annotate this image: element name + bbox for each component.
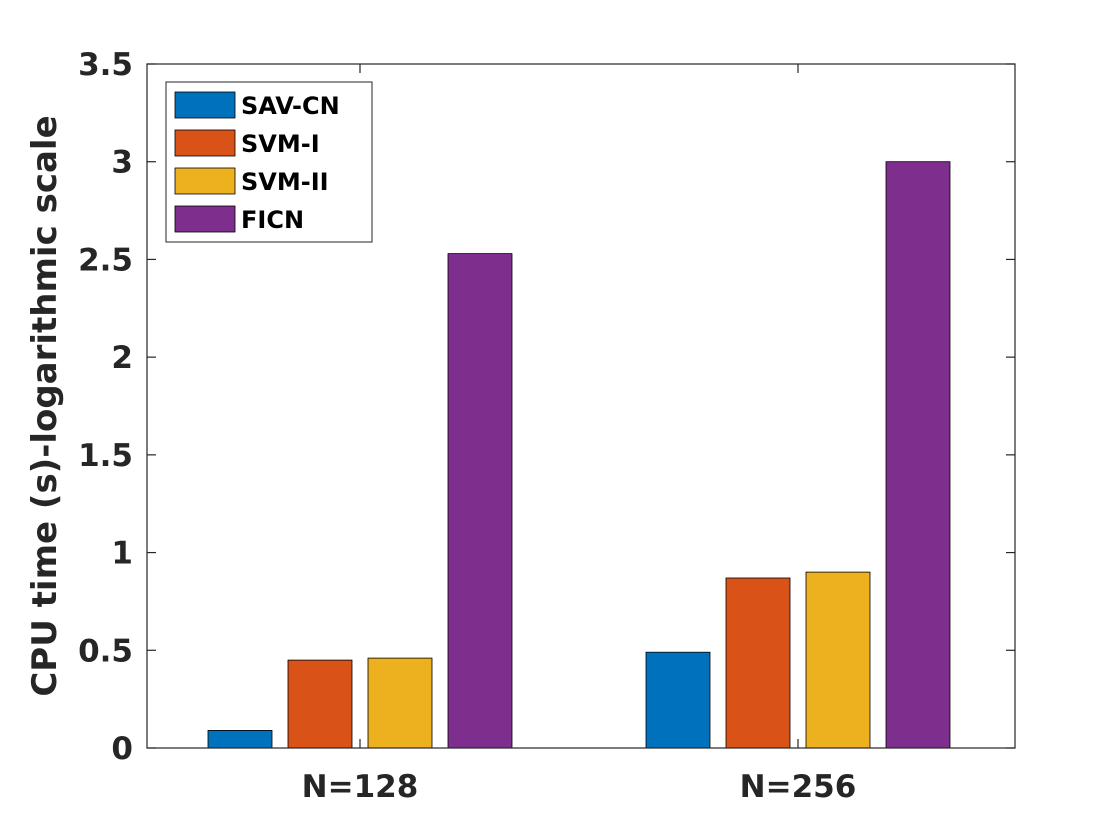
- y-tick-label: 2: [111, 340, 133, 376]
- bars-group: [207, 161, 951, 749]
- legend-swatch-svm-i: [174, 129, 236, 157]
- legend-swatch-svm-ii: [174, 167, 236, 195]
- x-tick-labels: N=128 N=256: [302, 769, 857, 805]
- legend-label-svm-i: SVM-I: [241, 130, 320, 158]
- legend-label-sav-cn: SAV-CN: [241, 92, 340, 120]
- y-tick-label: 2.5: [78, 242, 133, 278]
- plot-frame: [146, 63, 1016, 749]
- legend-label-ficn: FICN: [241, 206, 304, 234]
- bar-ficn-n128: [447, 253, 513, 749]
- legend: SAV-CN SVM-I SVM-II FICN: [165, 81, 373, 243]
- legend-swatch-sav-cn: [174, 91, 236, 119]
- y-tick-label: 0: [111, 731, 133, 767]
- x-tick-label: N=128: [302, 769, 419, 805]
- bar-sav-cn-n128: [207, 730, 273, 749]
- y-tick-label: 1.5: [78, 438, 133, 474]
- y-tick-label: 3: [111, 145, 133, 181]
- y-tick-label: 1: [111, 536, 133, 572]
- y-axis-label: CPU time (s)-logarithmic scale: [25, 115, 65, 696]
- bar-svm-ii-n256: [805, 571, 871, 749]
- bar-svm-ii-n128: [367, 657, 433, 749]
- legend-swatch-ficn: [174, 205, 236, 233]
- y-tick-label: 0.5: [78, 633, 133, 669]
- bar-svm-i-n128: [287, 659, 353, 749]
- bar-sav-cn-n256: [645, 651, 711, 749]
- x-tick-label: N=256: [740, 769, 857, 805]
- bar-ficn-n256: [885, 161, 951, 749]
- bar-svm-i-n256: [725, 577, 791, 749]
- legend-label-svm-ii: SVM-II: [241, 168, 329, 196]
- y-tick-labels: 0 0.5 1 1.5 2 2.5 3 3.5: [78, 47, 133, 767]
- y-tick-label: 3.5: [78, 47, 133, 83]
